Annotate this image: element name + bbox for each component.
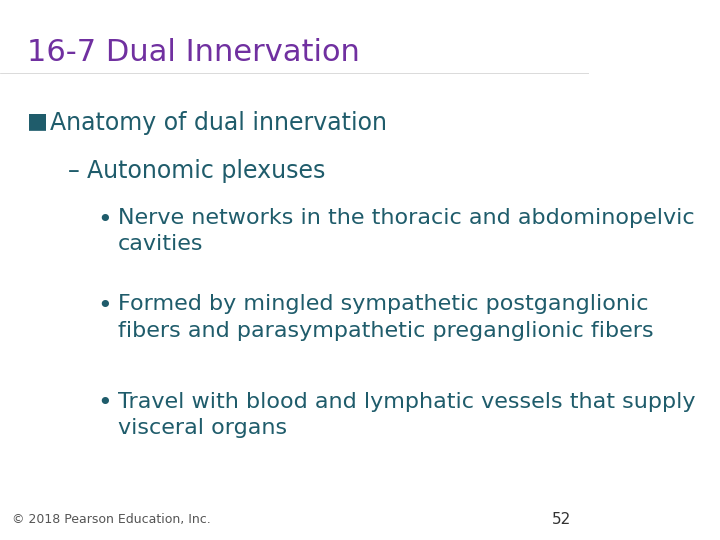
Text: Formed by mingled sympathetic postganglionic
fibers and parasympathetic pregangl: Formed by mingled sympathetic postgangli… xyxy=(118,294,654,341)
Text: •: • xyxy=(97,294,112,318)
Text: Anatomy of dual innervation: Anatomy of dual innervation xyxy=(50,111,387,134)
Text: ■: ■ xyxy=(27,111,48,131)
Text: 52: 52 xyxy=(552,511,571,526)
Text: 16-7 Dual Innervation: 16-7 Dual Innervation xyxy=(27,38,359,67)
Text: •: • xyxy=(97,392,112,415)
Text: Travel with blood and lymphatic vessels that supply
visceral organs: Travel with blood and lymphatic vessels … xyxy=(118,392,696,438)
Text: •: • xyxy=(97,208,112,232)
Text: –: – xyxy=(68,159,79,183)
Text: © 2018 Pearson Education, Inc.: © 2018 Pearson Education, Inc. xyxy=(12,514,210,526)
Text: Autonomic plexuses: Autonomic plexuses xyxy=(87,159,325,183)
Text: Nerve networks in the thoracic and abdominopelvic
cavities: Nerve networks in the thoracic and abdom… xyxy=(118,208,694,254)
